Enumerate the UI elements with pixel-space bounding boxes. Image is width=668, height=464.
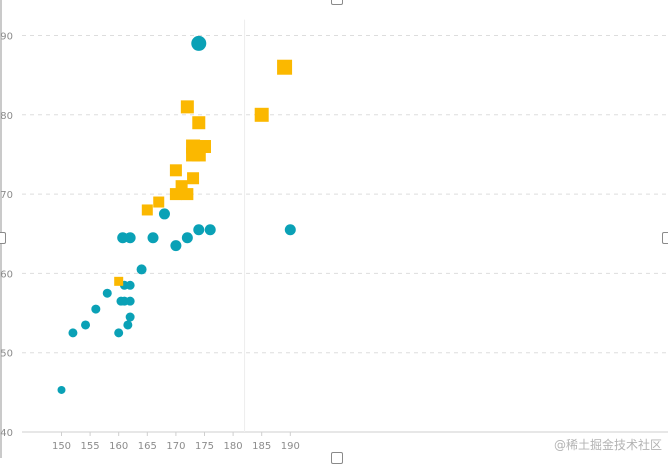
x-tick-label: 160 <box>109 441 128 452</box>
data-point-circle <box>125 312 135 322</box>
x-tick-label: 150 <box>52 441 71 452</box>
data-point-circle <box>284 224 296 236</box>
y-tick-label: 60 <box>0 269 13 280</box>
x-tick-label: 190 <box>281 441 300 452</box>
data-point-circle <box>136 264 147 275</box>
resize-handle-left[interactable] <box>0 232 6 244</box>
y-tick-label: 90 <box>0 32 13 43</box>
data-point-circle <box>123 320 133 330</box>
y-tick-label: 80 <box>0 111 13 122</box>
data-point-circle <box>68 328 78 338</box>
data-point-circle <box>125 280 135 290</box>
data-point-circle <box>193 224 205 236</box>
data-point-circle <box>147 232 159 244</box>
data-point-square <box>114 276 124 286</box>
x-tick-label: 170 <box>166 441 185 452</box>
x-tick-label: 165 <box>138 441 157 452</box>
data-point-circle <box>158 208 170 220</box>
watermark: @稀土掘金技术社区 <box>553 438 662 452</box>
data-point-circle <box>91 304 101 314</box>
data-point-square <box>192 116 206 130</box>
x-tick-label: 180 <box>224 441 243 452</box>
x-tick-label: 155 <box>81 441 100 452</box>
data-point-circle <box>57 385 66 394</box>
resize-handle-top[interactable] <box>331 0 343 5</box>
data-point-circle <box>124 232 136 244</box>
data-point-square <box>198 140 211 154</box>
y-tick-label: 40 <box>0 428 13 439</box>
data-point-square <box>187 172 200 185</box>
data-point-circle <box>102 288 112 298</box>
data-point-circle <box>170 240 182 252</box>
data-point-circle <box>181 232 193 244</box>
x-tick-label: 185 <box>252 441 271 452</box>
data-point-square <box>181 188 194 201</box>
y-tick-label: 50 <box>0 349 13 360</box>
data-point-square <box>169 164 182 177</box>
data-point-circle <box>114 328 124 338</box>
data-point-square <box>141 204 153 216</box>
data-point-square <box>277 59 293 75</box>
data-point-circle <box>81 320 91 330</box>
resize-handle-right[interactable] <box>662 232 668 244</box>
resize-handle-bottom[interactable] <box>331 452 343 464</box>
x-tick-label: 175 <box>195 441 214 452</box>
data-point-square <box>153 196 165 208</box>
data-point-circle <box>125 296 135 306</box>
data-point-circle <box>191 35 207 51</box>
data-point-square <box>254 107 269 122</box>
data-point-square <box>180 100 194 114</box>
y-tick-label: 70 <box>0 190 13 201</box>
data-point-circle <box>204 224 216 236</box>
